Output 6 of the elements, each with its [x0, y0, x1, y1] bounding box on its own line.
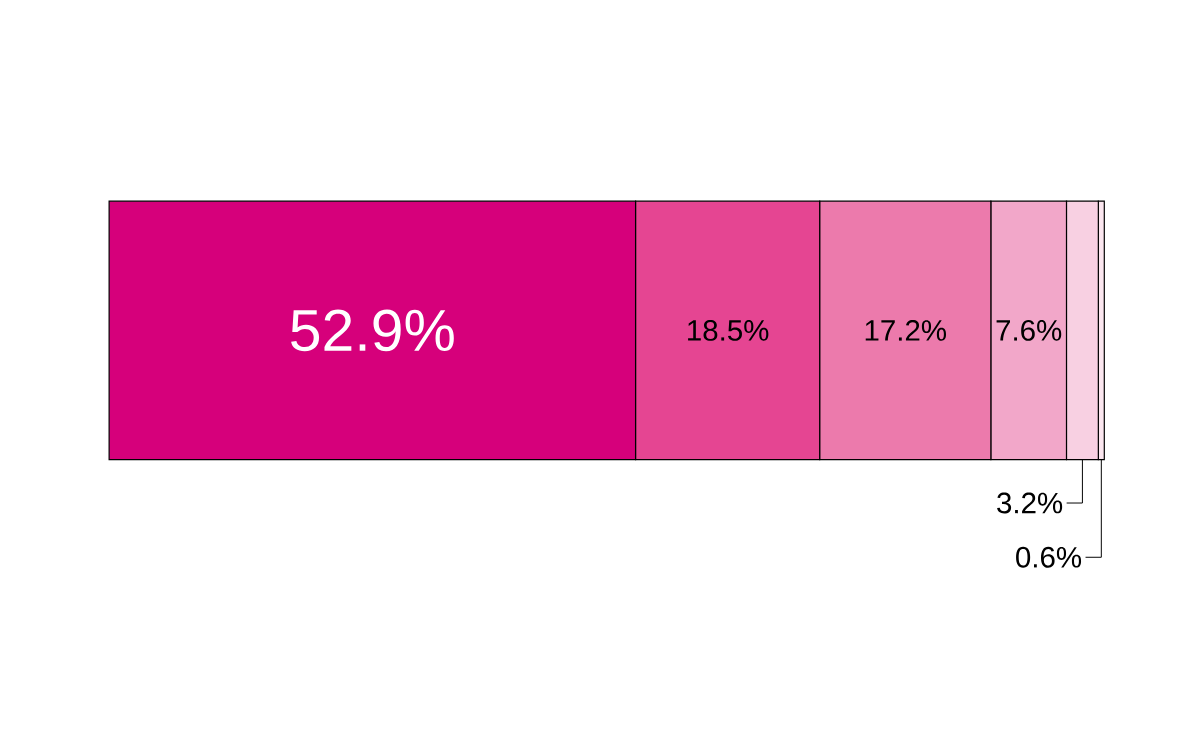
data-label: 0.6% — [1016, 546, 1082, 568]
data-label: 52.9% — [291, 309, 454, 352]
data-label: 7.6% — [996, 320, 1062, 341]
data-label: 17.2% — [865, 320, 947, 341]
data-label: 18.5% — [688, 320, 769, 341]
data-label: 3.2% — [997, 492, 1063, 514]
